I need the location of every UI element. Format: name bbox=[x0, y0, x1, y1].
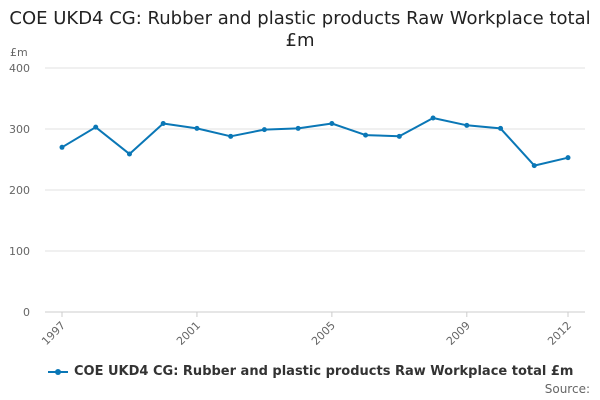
x-tick-label-2001: 2001 bbox=[174, 319, 203, 348]
series-line-0 bbox=[61, 117, 569, 167]
data-point-1997[interactable] bbox=[59, 144, 65, 150]
legend-swatch-icon bbox=[48, 367, 68, 377]
y-tick-label-0: 0 bbox=[23, 306, 30, 319]
data-point-2006[interactable] bbox=[363, 132, 369, 138]
data-point-2004[interactable] bbox=[295, 125, 301, 131]
source-label: Source: bbox=[544, 382, 590, 396]
x-tick-label-2005: 2005 bbox=[309, 319, 338, 348]
y-tick-label-400: 400 bbox=[9, 62, 30, 75]
series-layer bbox=[59, 115, 571, 169]
data-point-2012[interactable] bbox=[565, 155, 571, 161]
y-axis-unit-label: £m bbox=[10, 46, 28, 59]
data-point-2001[interactable] bbox=[194, 125, 200, 131]
x-axis: 1997 2001 2005 2009 2012 bbox=[39, 311, 585, 348]
gridlines bbox=[45, 67, 585, 252]
data-point-2003[interactable] bbox=[261, 127, 267, 133]
legend-label: COE UKD4 CG: Rubber and plastic products… bbox=[74, 364, 574, 379]
data-point-2011[interactable] bbox=[531, 163, 537, 169]
x-tick-label-2012: 2012 bbox=[545, 319, 574, 348]
y-tick-label-100: 100 bbox=[9, 245, 30, 258]
data-point-1998[interactable] bbox=[93, 124, 99, 130]
data-point-2009[interactable] bbox=[464, 122, 470, 128]
data-point-1999[interactable] bbox=[126, 151, 132, 157]
y-tick-label-200: 200 bbox=[9, 184, 30, 197]
y-tick-label-300: 300 bbox=[9, 123, 30, 136]
legend[interactable]: COE UKD4 CG: Rubber and plastic products… bbox=[48, 364, 573, 379]
data-point-2005[interactable] bbox=[329, 121, 335, 127]
y-axis-ticks: 0 100 200 300 400 bbox=[9, 62, 30, 319]
data-point-2002[interactable] bbox=[228, 133, 234, 139]
chart-title: COE UKD4 CG: Rubber and plastic products… bbox=[9, 8, 591, 51]
x-tick-label-2009: 2009 bbox=[444, 319, 473, 348]
data-point-2000[interactable] bbox=[160, 121, 166, 127]
x-tick-label-1997: 1997 bbox=[39, 319, 68, 348]
data-point-2010[interactable] bbox=[498, 125, 504, 131]
data-point-2007[interactable] bbox=[396, 133, 402, 139]
data-point-2008[interactable] bbox=[430, 115, 436, 121]
